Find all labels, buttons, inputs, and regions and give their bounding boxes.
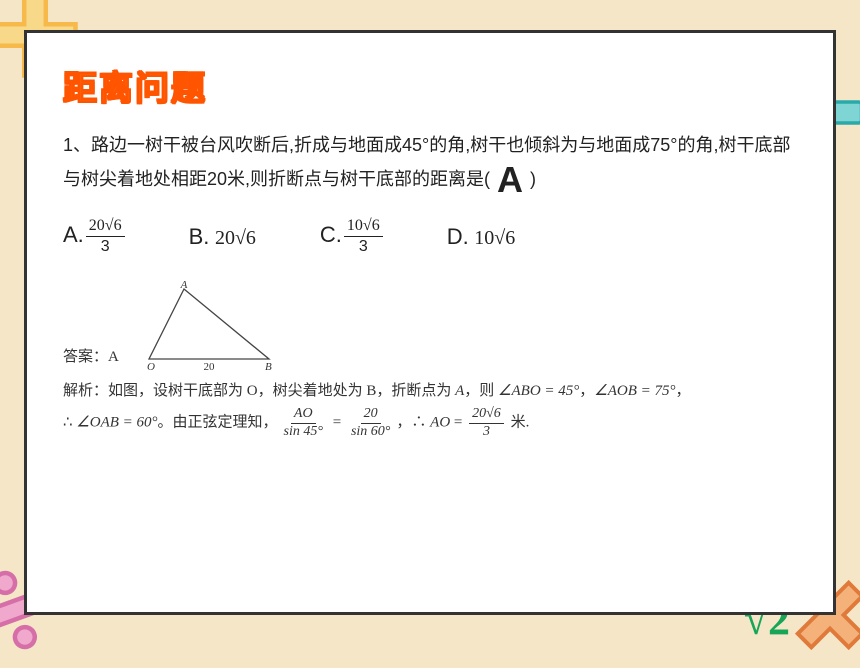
diag-label-20: 20 [203,361,215,371]
choice-c-label: C. [320,222,342,247]
sol-l2b: ∠OAB = 60° [76,415,157,431]
sol-f2d: sin 60° [348,424,393,441]
question-suffix: ) [530,169,536,189]
sol-l2c: 。由正弦定理知， [158,415,278,431]
choice-b-value: 20√6 [215,227,256,249]
choice-c-den: 3 [356,237,371,257]
choice-d: D. 10√6 [447,224,516,250]
choice-a-den: 3 [98,237,113,257]
sol-f3d: 3 [480,424,493,441]
choice-c-num: 10√6 [344,216,383,237]
answer-label: 答案： [63,349,108,365]
triangle-diagram: A O B 20 [139,281,279,371]
choice-b: B. 20√6 [189,224,256,250]
sol-f1d: sin 45° [281,424,326,441]
sol-l2e: = [450,415,466,431]
sol-eq1: = [329,415,345,431]
choice-a-label: A. [63,222,84,247]
choice-c: C.10√63 [320,216,383,257]
sol-l2d: ，∴ [396,415,430,431]
choice-a-num: 20√6 [86,216,125,237]
diag-label-o: O [147,361,155,371]
solution-row1: 答案：A A O B 20 [63,281,797,371]
choice-a: A.20√63 [63,216,125,257]
sol-l1a: 如图，设树干底部为 O，树尖着地处为 B，折断点为 [108,383,455,399]
solution-block: 答案：A A O B 20 解析：如图，设树干底部为 O，树尖着地处为 B，折断… [63,281,797,440]
sol-f2n: 20 [361,406,381,424]
solution-line1: 解析：如图，设树干底部为 O，树尖着地处为 B，折断点为 A，则 ∠ABO = … [63,377,797,406]
sol-l2f: 米. [507,415,530,431]
sol-l1c: ∠ABO = 45° [498,383,579,399]
sol-l2a: ∴ [63,415,76,431]
choice-d-label: D. [447,224,469,249]
choices-row: A.20√63 B. 20√6 C.10√63 D. 10√6 [63,216,797,257]
question-prefix: 1、路边一树干被台风吹断后,折成与地面成45°的角,树干也倾斜为与地面成75°的… [63,135,790,189]
sol-varA: A [455,383,464,399]
sol-l1d: ， [579,383,594,399]
solution-line2: ∴ ∠OAB = 60°。由正弦定理知，AOsin 45° = 20sin 60… [63,406,797,441]
answer-mark: A [497,162,523,198]
sol-f1n: AO [291,406,316,424]
sol-l1f: ， [676,383,691,399]
explain-label: 解析： [63,383,108,399]
sol-varAO: AO [430,415,450,431]
diag-label-b: B [265,361,272,371]
slide-title: 距离问题 [63,61,797,110]
choice-b-label: B. [189,224,210,249]
answer-line: 答案：A [63,343,119,372]
sol-f3n: 20√6 [469,406,504,424]
slide-panel: 距离问题 1、路边一树干被台风吹断后,折成与地面成45°的角,树干也倾斜为与地面… [24,30,836,615]
diag-label-a: A [179,281,187,291]
sol-l1b: ，则 [464,383,498,399]
sol-l1e: ∠AOB = 75° [594,383,675,399]
answer-value: A [108,349,119,365]
choice-d-value: 10√6 [474,227,515,249]
question-text: 1、路边一树干被台风吹断后,折成与地面成45°的角,树干也倾斜为与地面成75°的… [63,128,797,198]
